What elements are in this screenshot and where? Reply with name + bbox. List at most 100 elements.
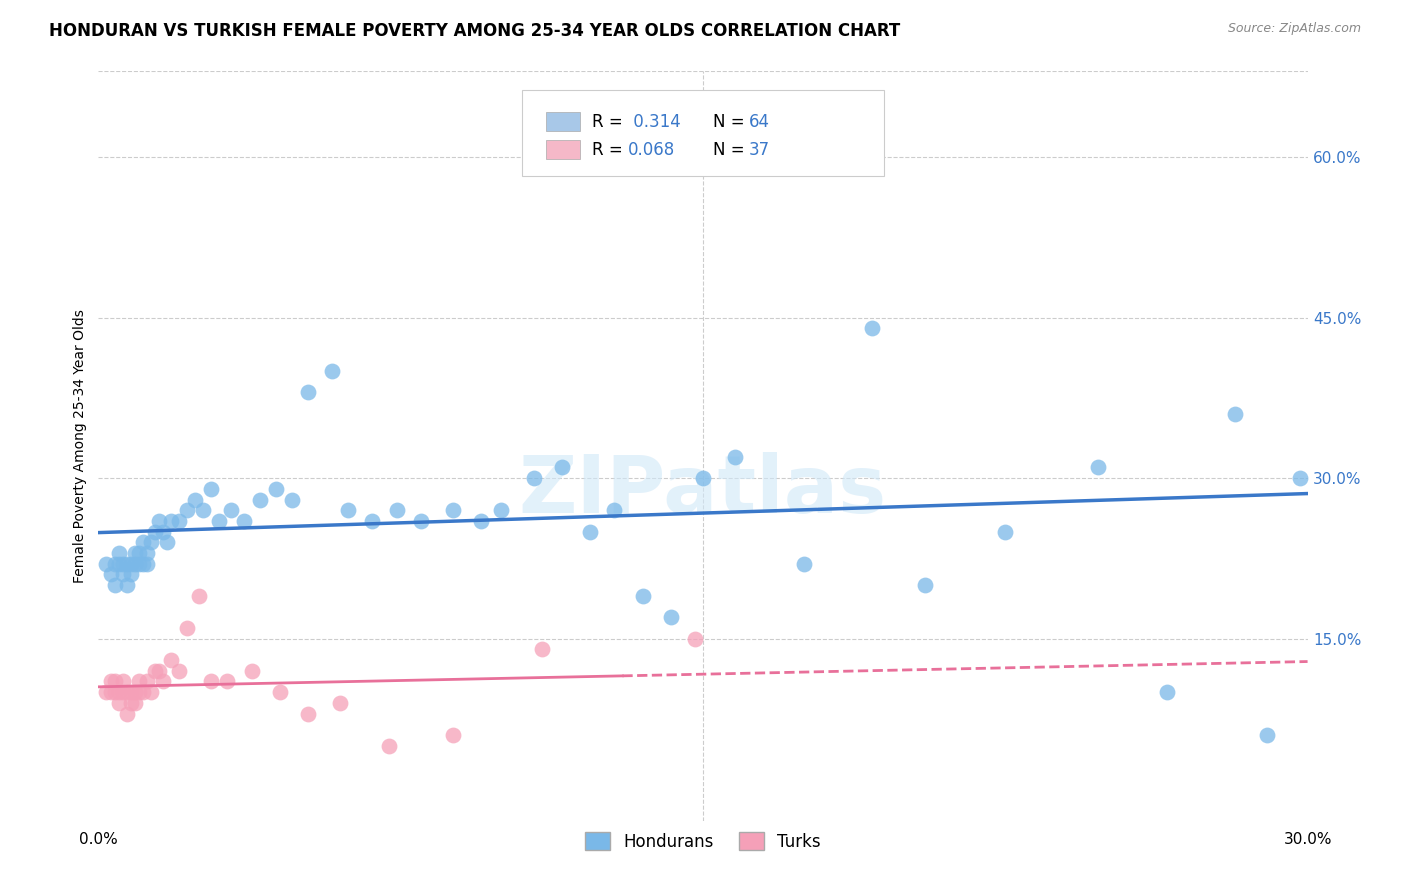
Point [111,557,134,571]
Point [659,610,682,624]
Text: N =: N = [713,141,749,159]
Point [441,503,464,517]
Point [115,685,138,699]
Point [107,557,129,571]
Text: 64: 64 [749,112,770,130]
Point [167,514,190,528]
Point [1087,460,1109,475]
Point [120,685,142,699]
Point [441,728,464,742]
Point [167,664,190,678]
Point [603,503,626,517]
Point [132,535,155,549]
Point [385,503,408,517]
Point [107,696,129,710]
Point [409,514,432,528]
Point [491,503,513,517]
Point [217,674,239,689]
Point [793,557,815,571]
Point [1288,471,1310,485]
Point [111,674,134,689]
Point [631,589,654,603]
Point [188,589,211,603]
Point [115,557,138,571]
FancyBboxPatch shape [522,90,884,177]
Y-axis label: Female Poverty Among 25-34 Year Olds: Female Poverty Among 25-34 Year Olds [73,309,87,583]
Point [200,674,222,689]
Point [152,524,174,539]
Point [135,546,157,560]
FancyBboxPatch shape [546,112,579,130]
Point [148,514,170,528]
Text: Source: ZipAtlas.com: Source: ZipAtlas.com [1227,22,1361,36]
Point [156,535,179,549]
Point [523,471,546,485]
Point [579,524,602,539]
Point [200,482,222,496]
Point [337,503,360,517]
Point [103,557,125,571]
Point [148,664,170,678]
Point [143,664,166,678]
Point [240,664,263,678]
Point [176,621,198,635]
Point [120,557,142,571]
Point [128,685,150,699]
Point [120,567,142,582]
Point [249,492,271,507]
Point [281,492,304,507]
Point [107,685,129,699]
Point [100,567,122,582]
Point [269,685,291,699]
Point [124,696,146,710]
Point [530,642,553,657]
Point [160,653,183,667]
Text: HONDURAN VS TURKISH FEMALE POVERTY AMONG 25-34 YEAR OLDS CORRELATION CHART: HONDURAN VS TURKISH FEMALE POVERTY AMONG… [49,22,900,40]
Point [1156,685,1178,699]
Point [103,685,125,699]
Text: R =: R = [592,112,627,130]
Point [139,535,162,549]
Point [128,674,150,689]
Point [208,514,231,528]
Point [692,471,714,485]
Point [143,524,166,539]
Text: 0.314: 0.314 [628,112,681,130]
Point [111,685,134,699]
Point [160,514,183,528]
Point [176,503,198,517]
Point [264,482,287,496]
Point [100,674,122,689]
Text: N =: N = [713,112,749,130]
Point [120,696,142,710]
Legend: Hondurans, Turks: Hondurans, Turks [578,826,828,857]
Text: 0.068: 0.068 [628,141,675,159]
Point [297,706,319,721]
Point [377,739,399,753]
Point [132,685,155,699]
Point [184,492,207,507]
Point [103,578,125,592]
Point [361,514,384,528]
Point [860,321,883,335]
Point [724,450,747,464]
Point [96,557,118,571]
FancyBboxPatch shape [546,140,579,159]
Text: R =: R = [592,141,627,159]
Point [128,546,150,560]
Point [329,696,352,710]
Point [221,503,243,517]
Point [551,460,574,475]
Point [124,685,146,699]
Point [111,567,134,582]
Point [193,503,215,517]
Point [994,524,1017,539]
Point [470,514,492,528]
Point [752,128,775,143]
Point [135,674,157,689]
Point [1223,407,1246,421]
Point [152,674,174,689]
Point [124,557,146,571]
Point [96,685,118,699]
Point [100,685,122,699]
